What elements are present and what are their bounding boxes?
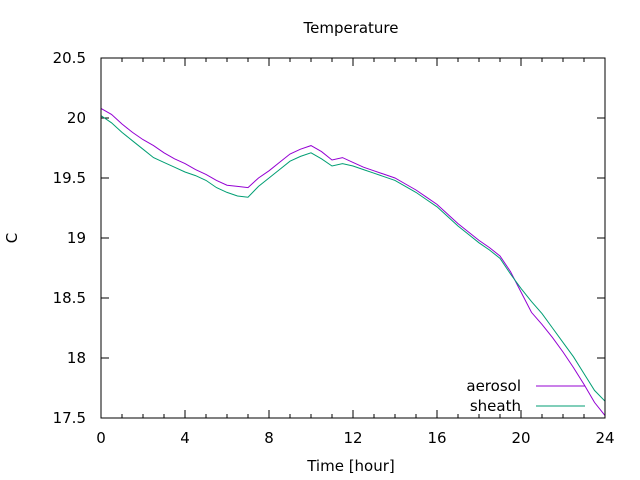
y-tick-label: 18 [67, 349, 86, 367]
chart-title: Temperature [302, 19, 398, 37]
y-tick-label: 19 [67, 229, 86, 247]
y-tick-label: 17.5 [53, 409, 86, 427]
x-tick-label: 16 [427, 429, 446, 447]
y-axis-label: C [3, 233, 21, 243]
axis-ticks: 17.5 18 18.5 19 19.5 20 20.5 0 4 8 12 16 20 24 [53, 49, 615, 447]
legend-label-aerosol: aerosol [466, 377, 521, 395]
y-tick-label: 20 [67, 109, 86, 127]
legend-label-sheath: sheath [470, 397, 521, 415]
plot-frame [100, 57, 606, 419]
x-tick-label: 20 [511, 429, 530, 447]
x-tick-label: 8 [264, 429, 274, 447]
series-line-sheath [100, 115, 606, 402]
series-line-aerosol [100, 107, 606, 416]
legend: aerosol sheath [466, 377, 585, 415]
x-axis-label: Time [hour] [306, 457, 395, 475]
x-tick-label: 12 [343, 429, 362, 447]
x-tick-label: 0 [96, 429, 106, 447]
y-tick-label: 18.5 [53, 289, 86, 307]
x-tick-label: 24 [595, 429, 614, 447]
x-tick-label: 4 [180, 429, 190, 447]
y-tick-label: 19.5 [53, 169, 86, 187]
y-tick-label: 20.5 [53, 49, 86, 67]
series-lines [100, 107, 606, 416]
